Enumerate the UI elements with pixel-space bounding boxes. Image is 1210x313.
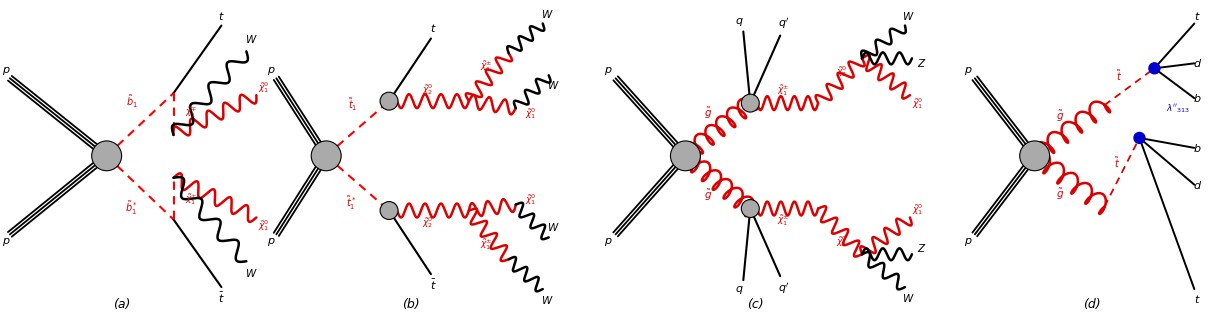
Text: (c): (c) <box>747 298 764 310</box>
Text: $\tilde{b}_1^*$: $\tilde{b}_1^*$ <box>125 198 138 217</box>
Circle shape <box>380 92 398 110</box>
Circle shape <box>92 141 122 171</box>
Text: $t$: $t$ <box>1194 10 1200 22</box>
Text: $\tilde{t}_1^*$: $\tilde{t}_1^*$ <box>346 194 357 212</box>
Text: (b): (b) <box>402 298 420 310</box>
Text: $W$: $W$ <box>246 267 258 279</box>
Text: $\tilde{g}$: $\tilde{g}$ <box>704 105 713 121</box>
Text: $p$: $p$ <box>604 65 613 77</box>
Circle shape <box>1150 63 1160 74</box>
Text: $\tilde{\chi}_1^{\mp}$: $\tilde{\chi}_1^{\mp}$ <box>185 106 197 120</box>
Text: $\bar{t}$: $\bar{t}$ <box>218 291 225 305</box>
Text: $\tilde{\chi}_1^{\pm}$: $\tilde{\chi}_1^{\pm}$ <box>479 238 492 253</box>
Circle shape <box>380 202 398 219</box>
Text: $q'$: $q'$ <box>778 16 790 31</box>
Circle shape <box>742 200 759 218</box>
Circle shape <box>670 141 701 171</box>
Text: $W$: $W$ <box>901 10 915 22</box>
Text: $\tilde{g}$: $\tilde{g}$ <box>1055 187 1064 202</box>
Text: $\tilde{t}$: $\tilde{t}$ <box>1117 68 1123 83</box>
Text: $W$: $W$ <box>541 8 554 20</box>
Text: $q'$: $q'$ <box>778 280 790 295</box>
Text: $\tilde{\chi}_1^{\pm}$: $\tilde{\chi}_1^{\pm}$ <box>185 192 197 207</box>
Text: $\tilde{g}$: $\tilde{g}$ <box>704 188 713 203</box>
Text: $\tilde{\chi}_1^0$: $\tilde{\chi}_1^0$ <box>912 202 923 217</box>
Text: $p$: $p$ <box>963 65 972 77</box>
Text: $\tilde{\chi}_1^0$: $\tilde{\chi}_1^0$ <box>258 80 269 95</box>
Text: $\tilde{g}$: $\tilde{g}$ <box>1055 109 1064 124</box>
Text: $\tilde{\chi}_2^0$: $\tilde{\chi}_2^0$ <box>836 234 848 249</box>
Text: $\tilde{b}_1$: $\tilde{b}_1$ <box>126 93 138 110</box>
Text: $p$: $p$ <box>267 65 276 77</box>
Text: $t$: $t$ <box>1194 293 1200 305</box>
Text: $\tilde{\chi}_1^0$: $\tilde{\chi}_1^0$ <box>258 218 269 233</box>
Text: $\tilde{\chi}_1^{\pm}$: $\tilde{\chi}_1^{\pm}$ <box>777 213 789 228</box>
Text: $\tilde{\chi}_1^{\pm}$: $\tilde{\chi}_1^{\pm}$ <box>479 60 492 74</box>
Text: $q$: $q$ <box>734 284 744 296</box>
Text: $q$: $q$ <box>734 16 744 28</box>
Text: $\tilde{\chi}_1^{\pm}$: $\tilde{\chi}_1^{\pm}$ <box>777 84 789 98</box>
Text: (d): (d) <box>1083 298 1100 310</box>
Circle shape <box>311 141 341 171</box>
Text: $\bar{t}$: $\bar{t}$ <box>430 278 437 292</box>
Text: $p$: $p$ <box>604 236 613 248</box>
Circle shape <box>1020 141 1049 171</box>
Circle shape <box>742 94 759 112</box>
Text: $p$: $p$ <box>963 236 972 248</box>
Text: $W$: $W$ <box>541 294 554 306</box>
Text: $W$: $W$ <box>547 221 560 233</box>
Text: $\tilde{\chi}_1^0$: $\tilde{\chi}_1^0$ <box>912 96 923 110</box>
Text: $Z$: $Z$ <box>917 242 927 254</box>
Text: $t$: $t$ <box>218 10 225 22</box>
Text: $W$: $W$ <box>901 292 915 304</box>
Text: (a): (a) <box>113 298 131 310</box>
Text: $d$: $d$ <box>1193 57 1202 69</box>
Text: $\tilde{\chi}_1^0$: $\tilde{\chi}_1^0$ <box>525 192 536 207</box>
Text: $\tilde{t}$: $\tilde{t}$ <box>1114 155 1120 170</box>
Text: $Z$: $Z$ <box>917 57 927 69</box>
Text: $d$: $d$ <box>1193 179 1202 191</box>
Text: $t$: $t$ <box>430 22 437 33</box>
Text: $\lambda''_{313}$: $\lambda''_{313}$ <box>1166 103 1191 115</box>
Text: $\tilde{\chi}_1^0$: $\tilde{\chi}_1^0$ <box>525 105 536 121</box>
Text: $\tilde{\chi}_2^0$: $\tilde{\chi}_2^0$ <box>422 82 433 97</box>
Text: $\tilde{\chi}_2^0$: $\tilde{\chi}_2^0$ <box>836 64 848 79</box>
Text: $W$: $W$ <box>547 79 560 91</box>
Text: $W$: $W$ <box>246 33 258 45</box>
Text: $p$: $p$ <box>1 236 10 248</box>
Text: $\tilde{t}_1$: $\tilde{t}_1$ <box>348 97 358 114</box>
Text: $b$: $b$ <box>1193 92 1202 104</box>
Text: $p$: $p$ <box>267 236 276 248</box>
Text: $b$: $b$ <box>1193 142 1202 154</box>
Circle shape <box>1134 132 1145 143</box>
Text: $p$: $p$ <box>1 65 10 77</box>
Text: $\tilde{\chi}_2^0$: $\tilde{\chi}_2^0$ <box>422 215 433 230</box>
